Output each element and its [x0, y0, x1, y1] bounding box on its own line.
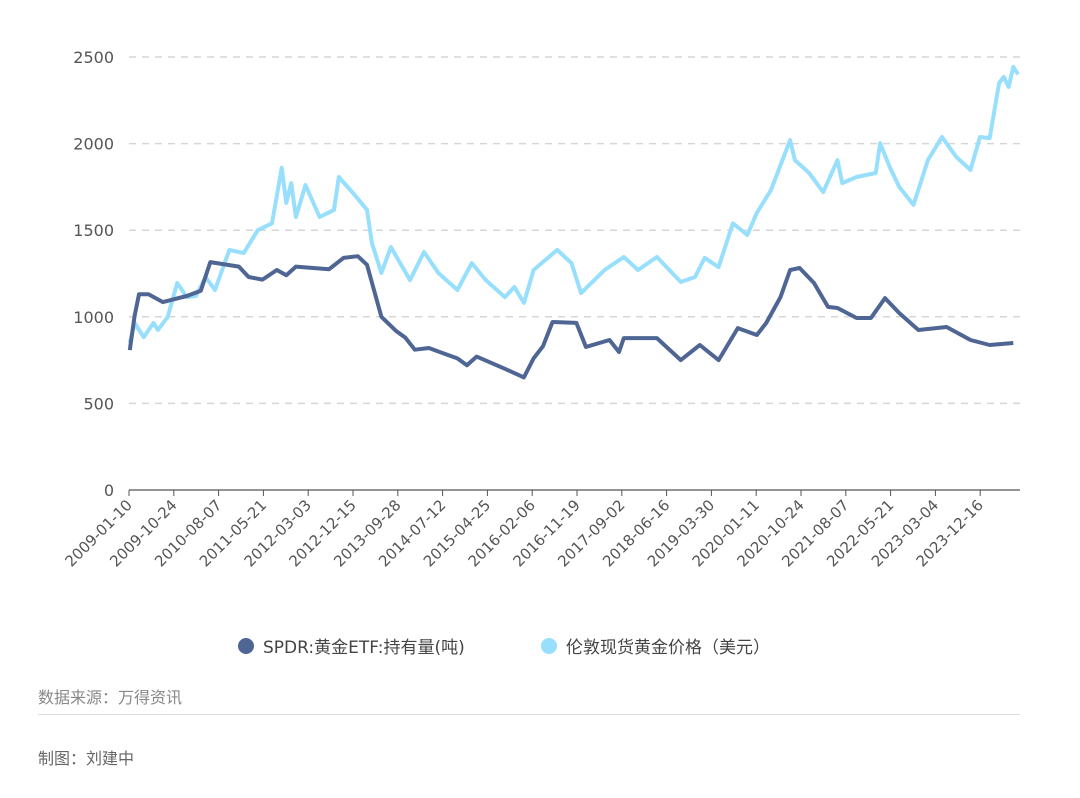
y-tick-label: 2500 [73, 48, 114, 67]
legend: SPDR:黄金ETF:持有量(吨) 伦敦现货黄金价格（美元） [0, 633, 1080, 659]
legend-label: SPDR:黄金ETF:持有量(吨) [263, 638, 465, 658]
legend-item-spdr[interactable]: SPDR:黄金ETF:持有量(吨) [238, 633, 465, 658]
legend-marker-spdr [238, 637, 254, 654]
series-lines [127, 65, 1020, 380]
x-axis: 2009-01-102009-10-242010-08-072011-05-21… [61, 489, 1020, 570]
chart-author: 制图：刘建中 [38, 749, 135, 768]
legend-label: 伦敦现货黄金价格（美元） [566, 638, 770, 658]
data-source: 数据来源：万得资讯 [38, 688, 183, 707]
series-line-gold-price [127, 65, 1020, 344]
divider [38, 714, 1020, 715]
legend-marker-gold-price [541, 637, 557, 654]
line-chart: 0 500 1000 1500 2000 2500 2009-01-102009-10-2… [61, 48, 1020, 570]
y-tick-label: 1000 [73, 308, 114, 327]
y-tick-label: 500 [83, 394, 114, 413]
series-line-spdr-holdings [127, 254, 1014, 380]
grid-lines [129, 56, 1020, 405]
y-tick-label: 0 [104, 481, 114, 500]
legend-item-gold-price[interactable]: 伦敦现货黄金价格（美元） [541, 633, 770, 658]
y-tick-label: 2000 [73, 135, 114, 154]
y-tick-label: 1500 [73, 221, 114, 240]
y-axis: 0 500 1000 1500 2000 2500 [73, 48, 114, 500]
